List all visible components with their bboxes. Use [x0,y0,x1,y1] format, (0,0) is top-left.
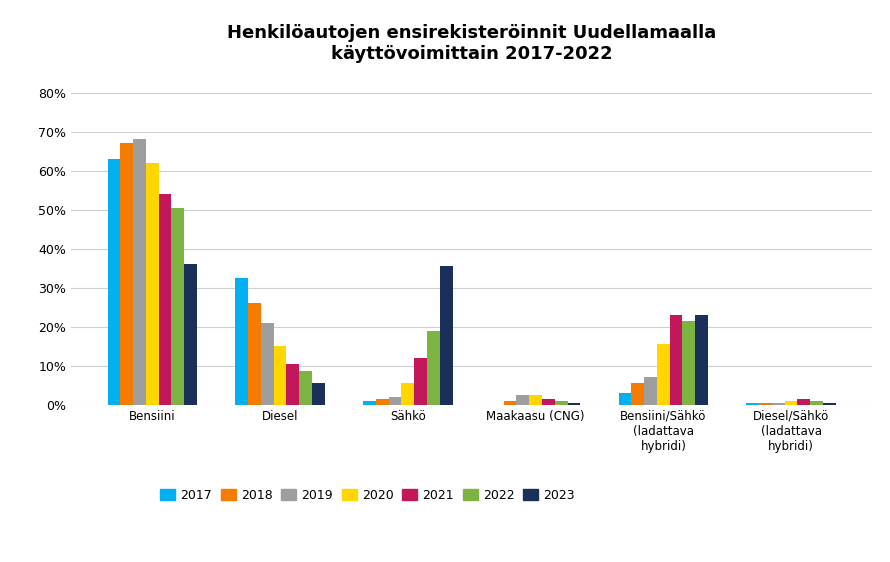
Bar [158,194,172,405]
Bar [747,403,759,405]
Bar [184,264,197,405]
Bar [120,143,134,405]
Bar [759,403,772,405]
Bar [248,303,261,405]
Bar [695,315,708,405]
Bar [312,383,325,405]
Title: Henkilöautojen ensirekisteröinnit Uudellamaalla
käyttövoimittain 2017-2022: Henkilöautojen ensirekisteröinnit Uudell… [227,24,716,63]
Bar [261,323,274,405]
Bar [772,403,785,405]
Bar [504,401,516,405]
Bar [401,383,414,405]
Bar [683,321,695,405]
Bar [440,266,452,405]
Bar [542,399,554,405]
Bar [554,401,568,405]
Bar [631,383,644,405]
Bar [146,163,158,405]
Bar [785,401,797,405]
Bar [797,399,810,405]
Bar [172,207,184,405]
Bar [568,403,580,405]
Bar [299,371,312,405]
Bar [427,330,440,405]
Bar [134,139,146,405]
Bar [363,401,376,405]
Bar [389,397,401,405]
Bar [108,159,120,405]
Legend: 2017, 2018, 2019, 2020, 2021, 2022, 2023: 2017, 2018, 2019, 2020, 2021, 2022, 2023 [156,484,579,507]
Bar [287,364,299,405]
Bar [619,393,631,405]
Bar [516,395,530,405]
Bar [823,403,836,405]
Bar [274,346,287,405]
Bar [669,315,683,405]
Bar [810,401,823,405]
Bar [657,344,669,405]
Bar [376,399,389,405]
Bar [414,358,427,405]
Bar [644,377,657,405]
Bar [530,395,542,405]
Bar [235,278,248,405]
